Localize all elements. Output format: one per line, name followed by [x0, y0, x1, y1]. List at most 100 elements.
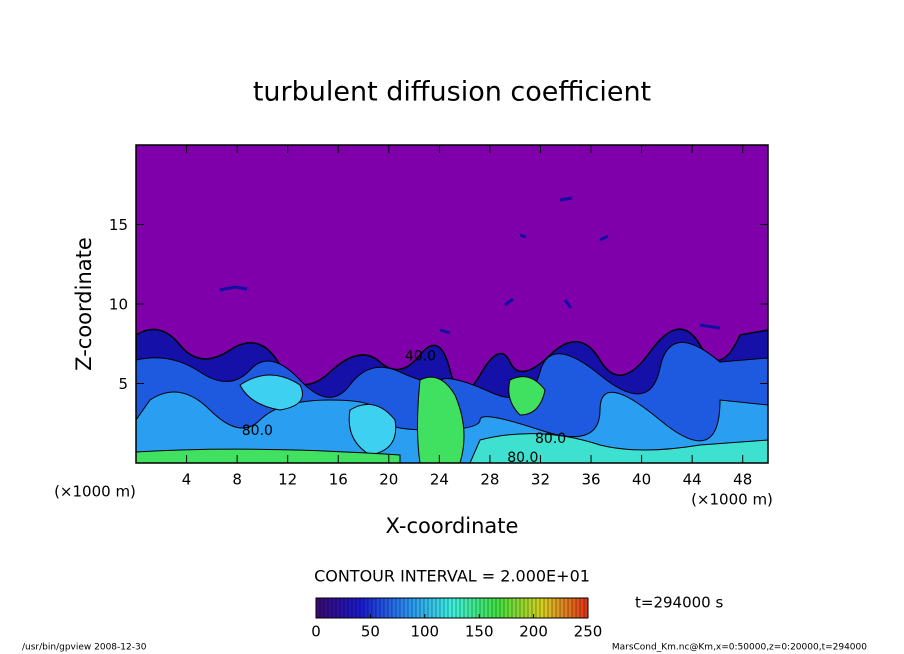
colorbar-cell: [500, 598, 505, 618]
colorbar-cell: [396, 598, 401, 618]
colorbar-cell: [456, 598, 461, 618]
colorbar-cell: [572, 598, 577, 618]
field-patch: [219, 196, 721, 335]
contour-label: 80.0: [535, 431, 566, 447]
colorbar-cell: [564, 598, 569, 618]
field-region: [348, 403, 397, 456]
field-region: [508, 376, 546, 416]
colorbar-cell: [528, 598, 533, 618]
y-unit: (×1000 m): [54, 483, 136, 501]
colorbar-cell: [336, 598, 341, 618]
colorbar-cell: [544, 598, 549, 618]
colorbar-cell: [452, 598, 457, 618]
colorbar-cell: [532, 598, 537, 618]
x-tick-label: 40: [632, 471, 651, 489]
colorbar-cell: [356, 598, 361, 618]
y-tick-label: 5: [118, 375, 128, 393]
colorbar-cell: [364, 598, 369, 618]
colorbar-cell: [428, 598, 433, 618]
colorbar-cell: [556, 598, 561, 618]
field-region: [469, 433, 768, 463]
colorbar-cell: [540, 598, 545, 618]
colorbar-cell: [408, 598, 413, 618]
colorbar-cell: [464, 598, 469, 618]
y-tick-label: 15: [109, 216, 128, 234]
x-tick-label: 36: [581, 471, 600, 489]
colorbar-cell: [484, 598, 489, 618]
colorbar-tick-label: 250: [574, 623, 603, 641]
colorbar-cell: [584, 598, 589, 618]
colorbar-cell: [424, 598, 429, 618]
colorbar-cell: [472, 598, 477, 618]
x-tick-label: 24: [430, 471, 449, 489]
y-axis-label: Z-coordinate: [72, 237, 96, 371]
colorbar-cell: [328, 598, 333, 618]
colorbar-cell: [560, 598, 565, 618]
x-unit: (×1000 m): [691, 491, 773, 509]
x-axis-label: X-coordinate: [386, 514, 519, 538]
footer-left: /usr/bin/gpview 2008-12-30: [22, 643, 147, 653]
colorbar-cell: [460, 598, 465, 618]
field-region: [136, 448, 401, 463]
colorbar-tick-label: 200: [519, 623, 548, 641]
field: [136, 145, 768, 463]
colorbar-cell: [568, 598, 573, 618]
field-region: [417, 376, 465, 463]
chart-title: turbulent diffusion coefficient: [253, 77, 651, 108]
colorbar-cell: [400, 598, 405, 618]
x-tick-label: 20: [379, 471, 398, 489]
colorbar-cell: [496, 598, 501, 618]
colorbar-cell: [340, 598, 345, 618]
colorbar-cell: [392, 598, 397, 618]
colorbar-cell: [488, 598, 493, 618]
colorbar-cell: [332, 598, 337, 618]
colorbar-cell: [388, 598, 393, 618]
colorbar-cell: [436, 598, 441, 618]
colorbar-cell: [440, 598, 445, 618]
contour-label: 80.0: [507, 450, 538, 466]
colorbar-cell: [320, 598, 325, 618]
colorbar-cell: [380, 598, 385, 618]
y-tick-label: 10: [109, 296, 128, 314]
colorbar-cell: [416, 598, 421, 618]
colorbar-cell: [476, 598, 481, 618]
x-tick-label: 44: [683, 471, 702, 489]
colorbar-cell: [352, 598, 357, 618]
x-tick-label: 28: [480, 471, 499, 489]
colorbar-cell: [376, 598, 381, 618]
colorbar-cell: [384, 598, 389, 618]
colorbar-cell: [420, 598, 425, 618]
colorbar-cell: [448, 598, 453, 618]
field-region: [136, 391, 768, 463]
colorbar-cell: [480, 598, 485, 618]
colorbar-cell: [516, 598, 521, 618]
colorbar-cell: [492, 598, 497, 618]
colorbar-cell: [432, 598, 437, 618]
colorbar-cell: [524, 598, 529, 618]
contour-label: 40.0: [405, 348, 436, 364]
colorbar-cell: [520, 598, 525, 618]
colorbar-cell: [468, 598, 473, 618]
colorbar-cell: [580, 598, 585, 618]
x-tick-label: 32: [531, 471, 550, 489]
colorbar-cell: [576, 598, 581, 618]
colorbar-frame: [315, 597, 589, 619]
x-tick-label: 12: [278, 471, 297, 489]
contour-interval: CONTOUR INTERVAL = 2.000E+01: [314, 567, 590, 586]
x-tick-label: 8: [232, 471, 242, 489]
colorbar-cell: [412, 598, 417, 618]
colorbar-tick-label: 50: [361, 623, 380, 641]
colorbar-cell: [368, 598, 373, 618]
colorbar-cell: [508, 598, 513, 618]
colorbar-tick-label: 150: [465, 623, 494, 641]
time-label: t=294000 s: [635, 594, 723, 612]
colorbar-cell: [324, 598, 329, 618]
colorbar-cell: [444, 598, 449, 618]
x-tick-label: 4: [182, 471, 192, 489]
field-region: [239, 374, 303, 411]
contour-label: 80.0: [242, 423, 273, 439]
footer-right: MarsCond_Km.nc@Km,x=0:50000,z=0:20000,t=…: [612, 643, 867, 653]
colorbar-cell: [552, 598, 557, 618]
x-tick-label: 16: [329, 471, 348, 489]
